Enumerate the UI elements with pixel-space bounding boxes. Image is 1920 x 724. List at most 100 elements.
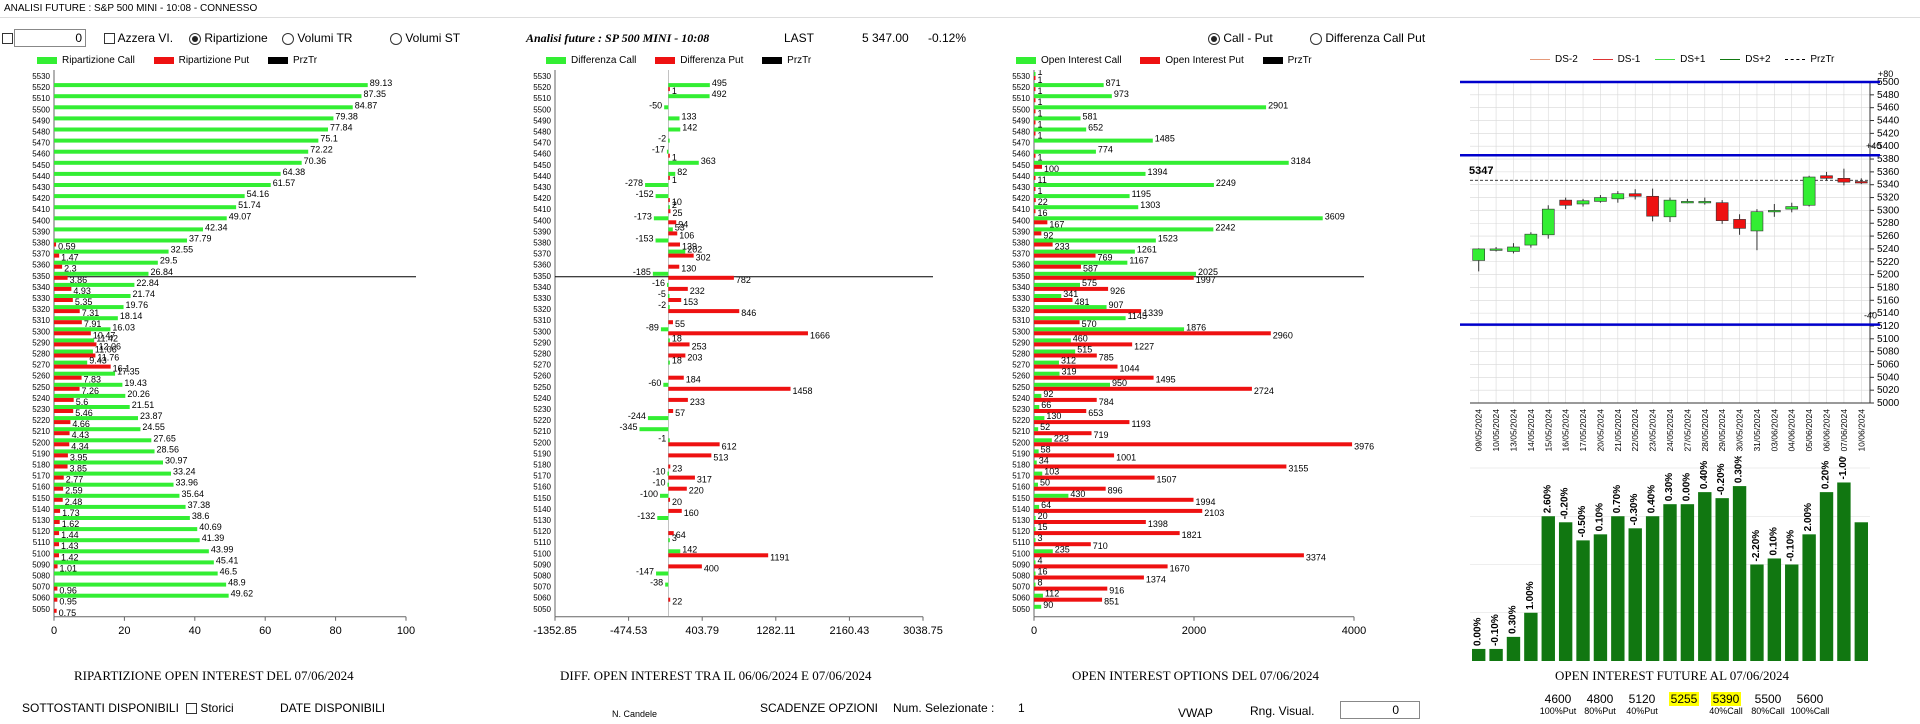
- numeric-input[interactable]: [14, 29, 86, 47]
- diff-call-put-option[interactable]: Differenza Call Put: [1310, 31, 1425, 45]
- call-bar: [54, 116, 334, 121]
- volumi-tr-label: Volumi TR: [297, 31, 353, 45]
- legend-put: Ripartizione Put: [178, 55, 250, 66]
- call-bar: [54, 427, 141, 432]
- expiry-item[interactable]: 5500 80%Call: [1748, 692, 1788, 716]
- oi-future-bar: [1663, 504, 1677, 661]
- expiry-item[interactable]: 5255: [1664, 692, 1704, 706]
- call-value-label: 23.87: [140, 411, 163, 421]
- volumi-st-option[interactable]: Volumi ST: [390, 31, 460, 45]
- call-put-radio[interactable]: [1208, 32, 1220, 45]
- legend-ds+1-line: [1655, 58, 1676, 60]
- strike-label: 5510: [1012, 94, 1030, 103]
- expiry-item[interactable]: 4800 80%Put: [1580, 692, 1620, 716]
- put-bar: [668, 309, 740, 314]
- put-bar: [668, 153, 670, 158]
- call-bar: [664, 105, 669, 110]
- call-bar: [54, 205, 237, 210]
- call-bar: [54, 194, 245, 199]
- volumi-st-radio[interactable]: [390, 32, 402, 45]
- put-value-label: 0.59: [58, 242, 76, 252]
- call-value-label: 319: [1062, 367, 1077, 377]
- azzera-checkbox[interactable]: [104, 33, 115, 45]
- ripartizione-option[interactable]: Ripartizione: [189, 31, 268, 45]
- oi-future-bar: [1645, 516, 1660, 661]
- call-bar: [1034, 327, 1185, 332]
- left-checkbox[interactable]: [2, 33, 13, 44]
- call-bar: [54, 338, 95, 343]
- date-label: 24/05/2024: [1665, 409, 1675, 452]
- call-value-label: 37.79: [189, 234, 212, 244]
- call-bar: [54, 460, 164, 465]
- oi-future-bar: [1576, 540, 1590, 661]
- strike-label: 5420: [533, 194, 551, 203]
- legend-put: Open Interest Put: [1165, 55, 1244, 66]
- storici-option[interactable]: Storici: [186, 701, 234, 715]
- put-value-label: 10.47: [93, 330, 116, 340]
- strike-label: 5360: [1012, 261, 1030, 270]
- call-value-label: 11.42: [96, 333, 118, 343]
- put-bar: [668, 486, 687, 491]
- put-value-label: 1670: [1170, 563, 1190, 573]
- call-value-label: 51.74: [238, 200, 261, 210]
- strike-label: 5280: [1012, 350, 1030, 359]
- call-value-label: -244: [628, 411, 646, 421]
- y-tick-label: 5440: [1877, 116, 1900, 127]
- put-bar: [54, 309, 80, 314]
- strike-label: 5260: [533, 372, 551, 381]
- call-bar: [1034, 527, 1036, 532]
- y-tick-label: 5240: [1877, 244, 1900, 255]
- strike-label: 5350: [533, 272, 551, 281]
- put-value-label: 785: [1099, 353, 1114, 363]
- call-bar: [668, 305, 670, 310]
- volumi-tr-radio[interactable]: [282, 32, 294, 45]
- put-bar: [1034, 342, 1133, 347]
- date-label: 05/06/2024: [1804, 409, 1814, 452]
- strike-label: 5430: [32, 183, 50, 192]
- strike-label: 5320: [1012, 305, 1030, 314]
- strike-label: 5130: [32, 516, 50, 525]
- put-value-label: 139: [682, 242, 697, 252]
- strike-label: 5470: [533, 139, 551, 148]
- call-value-label: -185: [633, 267, 651, 277]
- call-bar: [1034, 371, 1060, 376]
- diff-call-put-radio[interactable]: [1310, 32, 1322, 45]
- ripartizione-radio[interactable]: [189, 32, 201, 45]
- put-value-label: 12.06: [98, 341, 121, 351]
- strike-label: 5160: [533, 483, 551, 492]
- rng-visual-input[interactable]: [1340, 701, 1420, 719]
- call-bar: [1034, 504, 1040, 509]
- storici-checkbox[interactable]: [186, 703, 197, 715]
- put-value-label: 232: [690, 286, 705, 296]
- put-bar: [1034, 131, 1036, 136]
- date-label: 22/05/2024: [1630, 409, 1640, 452]
- put-value-label: 100: [1044, 164, 1059, 174]
- x-tick-label: -474.53: [610, 625, 647, 637]
- call-bar: [54, 449, 155, 454]
- call-bar: [1034, 560, 1036, 565]
- ripartizione-label: Ripartizione: [204, 31, 268, 45]
- call-bar: [655, 194, 669, 199]
- expiry-item[interactable]: 4600 100%Put: [1538, 692, 1578, 716]
- expiry-item[interactable]: 5600 100%Call: [1790, 692, 1830, 716]
- put-value-label: 16: [1038, 208, 1048, 218]
- call-bar: [54, 571, 218, 576]
- expiry-item[interactable]: 5120 40%Put: [1622, 692, 1662, 716]
- put-bar: [1034, 564, 1168, 569]
- call-bar: [54, 294, 131, 298]
- call-bar: [54, 482, 174, 487]
- oi-future-bar: [1472, 648, 1486, 661]
- oi-future-bar-label: 0.30%: [1664, 473, 1675, 501]
- date-label: 20/05/2024: [1595, 409, 1605, 452]
- put-bar: [54, 298, 73, 302]
- put-bar: [54, 497, 63, 502]
- put-value-label: 2.77: [66, 475, 84, 485]
- put-bar: [1034, 331, 1271, 336]
- volumi-tr-option[interactable]: Volumi TR: [282, 31, 352, 45]
- put-bar: [1034, 586, 1108, 591]
- band-label-plus: +80: [1878, 69, 1893, 79]
- expiry-item[interactable]: 5390 40%Call: [1706, 692, 1746, 716]
- strike-label: 5490: [533, 116, 551, 125]
- call-put-option[interactable]: Call - Put: [1208, 31, 1273, 45]
- azzera-option[interactable]: Azzera VI.: [104, 31, 173, 45]
